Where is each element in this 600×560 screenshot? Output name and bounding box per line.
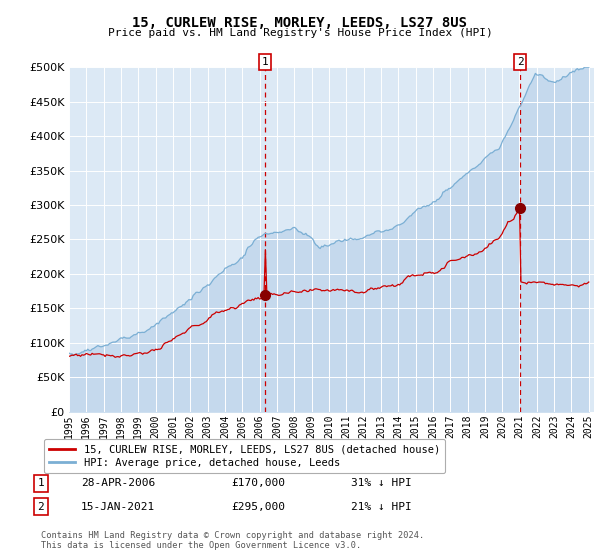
Text: £170,000: £170,000: [231, 478, 285, 488]
Text: £295,000: £295,000: [231, 502, 285, 512]
Text: 2: 2: [37, 502, 44, 512]
Text: 1: 1: [37, 478, 44, 488]
Text: 15-JAN-2021: 15-JAN-2021: [81, 502, 155, 512]
Text: 15, CURLEW RISE, MORLEY, LEEDS, LS27 8US: 15, CURLEW RISE, MORLEY, LEEDS, LS27 8US: [133, 16, 467, 30]
Text: 28-APR-2006: 28-APR-2006: [81, 478, 155, 488]
Text: 1: 1: [262, 57, 269, 67]
Text: 31% ↓ HPI: 31% ↓ HPI: [351, 478, 412, 488]
Text: 21% ↓ HPI: 21% ↓ HPI: [351, 502, 412, 512]
Text: Price paid vs. HM Land Registry's House Price Index (HPI): Price paid vs. HM Land Registry's House …: [107, 28, 493, 38]
Legend: 15, CURLEW RISE, MORLEY, LEEDS, LS27 8US (detached house), HPI: Average price, d: 15, CURLEW RISE, MORLEY, LEEDS, LS27 8US…: [44, 439, 445, 473]
Text: Contains HM Land Registry data © Crown copyright and database right 2024.
This d: Contains HM Land Registry data © Crown c…: [41, 530, 424, 550]
Text: 2: 2: [517, 57, 524, 67]
